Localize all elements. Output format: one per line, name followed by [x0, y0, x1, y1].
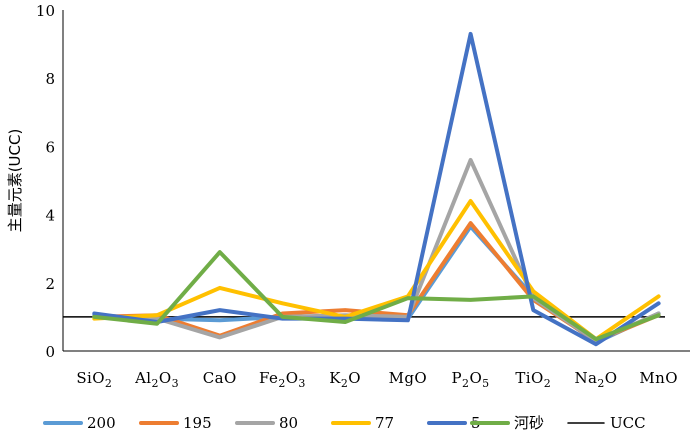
- x-tick-label: Fe2O3: [259, 369, 306, 390]
- x-tick-label: Al2O3: [134, 369, 179, 390]
- y-axis-title: 主量元素(UCC): [6, 129, 24, 233]
- legend-item-UCC: UCC: [567, 414, 646, 432]
- legend-item-77: 77: [331, 414, 394, 432]
- legend-label: UCC: [610, 414, 646, 432]
- series-line-5: [92, 31, 661, 347]
- legend-item-195: 195: [139, 414, 212, 432]
- legend-label: 195: [183, 414, 212, 432]
- x-tick-label: CaO: [203, 369, 237, 387]
- x-tick-label: K2O: [329, 369, 361, 390]
- legend-item-河砂: 河砂: [470, 414, 544, 432]
- legend-label: 80: [279, 414, 298, 432]
- y-tick-label: 2: [45, 275, 55, 293]
- x-tick-label: P2O5: [452, 369, 490, 390]
- series-lines: [92, 31, 661, 347]
- x-tick-label: MnO: [639, 369, 678, 387]
- axes: [62, 10, 690, 352]
- legend-item-80: 80: [235, 414, 298, 432]
- legend-label: 200: [87, 414, 116, 432]
- x-tick-label: TiO2: [515, 369, 551, 390]
- y-tick-label: 6: [45, 138, 55, 156]
- y-tick-label: 0: [45, 343, 55, 361]
- series-line-77: [92, 199, 661, 342]
- legend: 20019580775河砂UCC: [43, 414, 646, 432]
- y-tick-label: 8: [45, 70, 55, 88]
- series-line-河砂: [92, 250, 661, 342]
- x-tick-labels: SiO2 Al2O3 CaO Fe2O3 K2O MgO P2O5 TiO2 Na2O MnO: [76, 369, 678, 390]
- x-tick-label: MgO: [389, 369, 427, 387]
- x-tick-label: SiO2: [76, 369, 112, 390]
- x-tick-label: Na2O: [574, 369, 617, 390]
- y-tick-label: 4: [45, 207, 55, 225]
- legend-label: 77: [375, 414, 394, 432]
- legend-item-200: 200: [43, 414, 116, 432]
- y-tick-labels: 0 2 4 6 8 10: [36, 2, 55, 361]
- y-tick-label: 10: [36, 2, 55, 20]
- legend-label: 河砂: [514, 414, 544, 432]
